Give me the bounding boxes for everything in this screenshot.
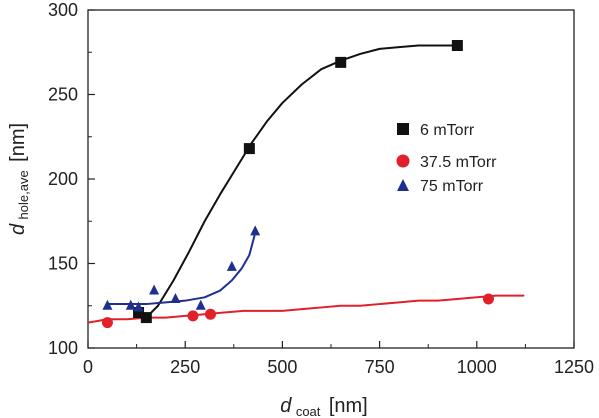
legend-marker-75-mtorr	[397, 179, 409, 191]
y-tick-label: 250	[48, 85, 78, 105]
legend-label-75-mtorr: 75 mTorr	[420, 178, 484, 195]
y-axis-symbol: d	[7, 223, 29, 235]
data-point-75-mtorr	[226, 260, 237, 271]
data-point-75-mtorr	[125, 299, 136, 310]
x-ticks: 0 250 500 750 1000 1250	[83, 341, 594, 377]
data-point-75-mtorr	[170, 292, 181, 303]
x-tick-label: 250	[170, 357, 200, 377]
x-axis-subscript: coat	[296, 404, 321, 418]
x-tick-label: 0	[83, 357, 93, 377]
data-point-37-5-mtorr	[204, 308, 216, 320]
x-tick-label: 500	[267, 357, 297, 377]
legend-marker-6-mtorr	[397, 123, 409, 135]
data-point-37-5-mtorr	[187, 310, 199, 322]
y-tick-label: 100	[48, 338, 78, 358]
fit-curve-37-5-mtorr	[88, 294, 525, 324]
data-point-75-mtorr	[133, 301, 144, 312]
x-tick-label: 750	[365, 357, 395, 377]
y-axis-subscript: hole,ave	[16, 170, 31, 219]
x-axis-symbol: d	[280, 395, 292, 417]
x-axis-label: d coat [nm]	[280, 395, 368, 418]
data-point-6-mtorr	[451, 39, 463, 51]
legend-marker-37-5-mtorr	[396, 154, 410, 168]
x-tick-label: 1250	[554, 357, 594, 377]
y-tick-label: 150	[48, 254, 78, 274]
plot-frame	[87, 9, 575, 349]
x-axis-unit: [nm]	[329, 395, 368, 417]
data-point-37-5-mtorr	[482, 293, 494, 305]
y-ticks: 100 150 200 250 300	[48, 0, 95, 358]
data-point-75-mtorr	[250, 225, 261, 236]
legend: 6 mTorr 37.5 mTorr 75 mTorr	[396, 122, 497, 195]
y-tick-label: 300	[48, 0, 78, 20]
data-point-6-mtorr	[335, 56, 347, 68]
data-point-75-mtorr	[102, 299, 113, 310]
data-point-6-mtorr	[243, 143, 255, 155]
data-point-37-5-mtorr	[101, 317, 113, 329]
fit-curve-6-mtorr	[137, 44, 459, 319]
y-tick-label: 200	[48, 169, 78, 189]
legend-label-37-5-mtorr: 37.5 mTorr	[420, 154, 497, 171]
data-point-75-mtorr	[149, 284, 160, 295]
data-points	[101, 39, 494, 329]
data-point-6-mtorr	[140, 312, 152, 324]
y-axis-unit: [nm]	[7, 123, 29, 162]
y-axis-label: d hole,ave [nm]	[7, 123, 32, 235]
x-tick-label: 1000	[457, 357, 497, 377]
legend-label-6-mtorr: 6 mTorr	[420, 122, 475, 139]
data-point-6-mtorr	[133, 307, 145, 319]
data-point-75-mtorr	[195, 299, 206, 310]
